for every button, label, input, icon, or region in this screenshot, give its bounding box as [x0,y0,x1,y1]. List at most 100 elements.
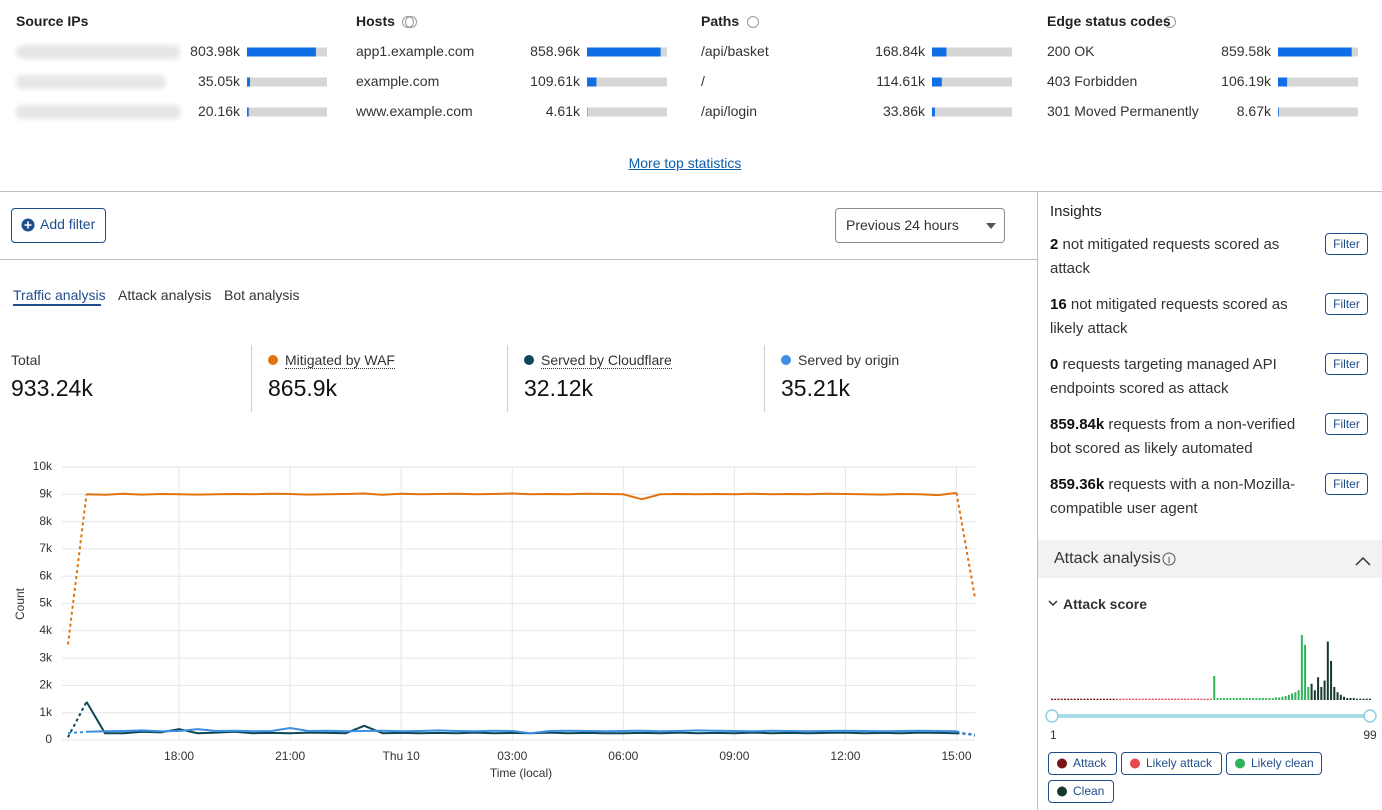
bar-track [932,77,1012,87]
stat-title: Paths [701,13,740,29]
bar [1051,698,1053,700]
stat-value: 8.67k [1236,103,1271,119]
bar [1219,698,1222,700]
add-filter-button[interactable] [11,208,106,243]
insight-description: requests with a non-Mozilla-compatible u… [1050,476,1296,517]
slider-handle[interactable] [1363,709,1377,723]
bar-track [932,47,1012,57]
bar [1213,675,1216,700]
series-line [956,732,976,736]
bar [1171,698,1174,700]
bar [1307,687,1310,700]
stat-value: 803.98k [190,43,240,59]
filter-button[interactable]: Filter [1325,353,1368,375]
stat-value: 106.19k [1221,73,1271,89]
bar [1128,698,1131,700]
panel-title: Attack analysis [1054,550,1161,567]
add-filter-label: Add filter [40,216,96,232]
insight-text: 0 requests targeting managed API endpoin… [1050,353,1318,401]
stat-label: app1.example.com [356,43,475,59]
expand-icon[interactable] [1048,600,1058,607]
filter-button[interactable]: Filter [1325,473,1368,495]
bar [1229,698,1232,700]
bar [1317,677,1320,700]
stat-label: example.com [356,73,440,89]
bar [1297,690,1300,700]
series-line [67,730,87,735]
bar [1063,698,1066,700]
legend-button[interactable] [1226,752,1322,775]
insight-value: 0 [1050,356,1059,373]
insight-description: not mitigated requests scored as attack [1050,236,1280,277]
bar [1362,698,1365,700]
y-tick-label: 5k [39,596,53,610]
bar-track [587,107,667,117]
series-line [955,492,976,599]
bar [1261,698,1264,700]
filter-button[interactable]: Filter [1325,293,1368,315]
bar [1330,661,1333,700]
x-tick-label: 21:00 [275,749,305,763]
legend-button[interactable] [1048,752,1117,775]
info-icon [1164,16,1176,28]
tab[interactable]: Bot analysis [224,287,300,303]
bar [247,47,316,57]
bar [1073,698,1076,700]
bar [1093,698,1096,700]
bar [1284,696,1287,700]
bar [1054,698,1057,700]
bar [1352,698,1355,700]
x-tick-label: 12:00 [830,749,860,763]
bar [1154,698,1157,700]
tab[interactable]: Traffic analysis [13,287,106,303]
bar [1210,698,1212,700]
bar [1281,696,1284,700]
x-tick-label: 09:00 [719,749,749,763]
bar [1365,698,1368,700]
legend-button[interactable] [1048,780,1114,803]
stat-value: 4.61k [545,103,580,119]
collapse-icon[interactable] [1355,556,1371,566]
tab[interactable]: Attack analysis [118,287,212,303]
slider-handle[interactable] [1045,709,1059,723]
insight-description: not mitigated requests scored as likely … [1050,296,1288,337]
stat-label: www.example.com [356,103,473,119]
bar [1067,698,1070,700]
bar [1255,698,1258,700]
x-tick-label: 06:00 [608,749,638,763]
series-line [67,701,88,738]
x-tick-label: 15:00 [941,749,971,763]
bar [1242,698,1245,700]
legend-label[interactable]: Served by origin [798,352,900,368]
x-axis-label: Time (local) [490,766,552,780]
bar [1125,698,1128,700]
bar [1346,698,1349,700]
bar [1294,692,1297,700]
filter-button[interactable]: Filter [1325,413,1368,435]
info-icon [747,16,759,28]
more-statistics-link[interactable]: More top statistics [628,155,742,171]
bar [1206,698,1209,700]
info-icon [402,16,414,28]
bar [1216,698,1219,700]
legend-label[interactable]: Mitigated by WAF [285,352,395,369]
bar [1193,698,1196,700]
filter-button[interactable]: Filter [1325,233,1368,255]
bar [1132,698,1135,700]
y-tick-label: 10k [33,459,53,473]
bar [1115,698,1118,700]
time-range-dropdown[interactable] [835,208,1005,243]
bar [932,107,935,117]
info-icon [405,16,417,28]
bar [1135,698,1138,700]
series-line [86,726,957,735]
bar [1080,698,1083,700]
bar [1248,698,1251,700]
legend-button[interactable] [1121,752,1222,775]
bar [1226,698,1229,700]
series-line [85,701,957,735]
insight-text: 859.36k requests with a non-Mozilla-comp… [1050,473,1318,521]
legend-label[interactable]: Served by Cloudflare [541,352,672,369]
bar [1174,698,1177,700]
